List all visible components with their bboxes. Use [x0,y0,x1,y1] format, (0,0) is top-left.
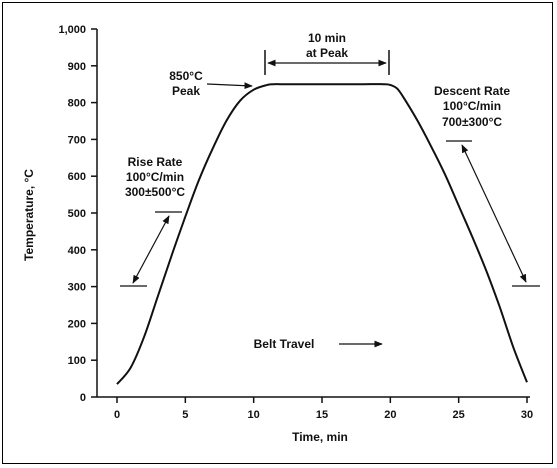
y-tick-label: 200 [68,318,86,330]
x-tick-label: 30 [521,409,533,421]
temperature-series-line [116,83,528,385]
y-tick-label: 0 [80,392,86,404]
y-tick-label: 600 [68,171,86,183]
belt-travel-label: Belt Travel [254,337,315,351]
rise-rate-label-line1: Rise Rate [128,155,183,169]
x-tick-label: 0 [114,409,120,421]
x-tick-label: 25 [453,409,465,421]
peak-temp-label-line1: 850°C [169,69,203,83]
x-tick-label: 15 [316,409,328,421]
rise-rate-label-line3: 300±500°C [125,185,185,199]
y-tick-label: 100 [68,355,86,367]
peak-temp-arrow [206,82,253,90]
y-tick-label: 900 [68,61,86,73]
peak-temp-label-line2: Peak [172,84,200,98]
x-tick-label: 20 [384,409,396,421]
rise-rate-label-line2: 100°C/min [126,170,184,184]
x-tick-label: 10 [248,409,260,421]
chart-frame [2,2,553,464]
x-axis-title: Time, min [292,430,348,444]
rise-rate-arrow [132,215,170,284]
y-ticks: 0 100 200 300 400 500 600 700 800 900 1,000 [58,24,97,404]
x-tick-label: 5 [182,409,188,421]
y-tick-label: 300 [68,282,86,294]
y-tick-label: 700 [68,134,86,146]
y-axis-title: Temperature, °C [22,169,36,261]
descent-rate-label-line2: 100°C/min [443,99,501,113]
peak-time-label-line1: 10 min [308,31,346,45]
peak-time-label-line2: at Peak [306,46,348,60]
y-tick-label: 400 [68,245,86,257]
descent-rate-arrow [461,144,527,283]
x-ticks: 0 5 10 15 20 25 30 [114,397,533,421]
descent-rate-label-line3: 700±300°C [442,115,502,129]
y-tick-label: 800 [68,98,86,110]
y-tick-label: 1,000 [58,24,86,36]
y-tick-label: 500 [68,208,86,220]
descent-rate-label-line1: Descent Rate [434,84,510,98]
